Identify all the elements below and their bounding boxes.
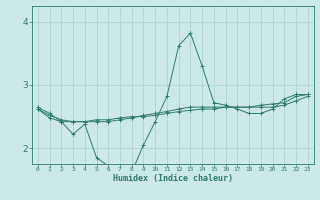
X-axis label: Humidex (Indice chaleur): Humidex (Indice chaleur) (113, 174, 233, 183)
